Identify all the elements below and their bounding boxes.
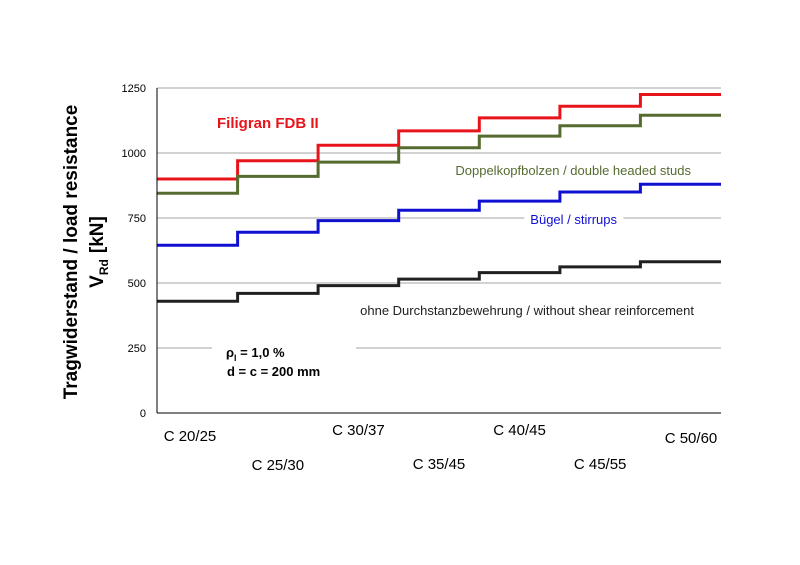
series-line [157,182,721,247]
annotation-background [212,340,356,382]
series-labels: Filigran FDB II Doppelkopfbolzen / double… [217,115,701,319]
annotation-rho-value: = 1,0 % [237,345,285,360]
series-label-background [449,162,698,179]
series-label: Doppelkopfbolzen / double headed studs [455,163,691,178]
series-label: ohne Durchstanzbewehrung / without shear… [360,303,694,318]
annotation-dc: d = c = 200 mm [227,364,320,379]
grid-lines [157,87,721,349]
series-line [157,260,721,303]
x-category-label: C 50/60 [665,430,718,447]
series-label: Bügel / stirrups [530,212,617,227]
x-category-label: C 20/25 [164,428,217,445]
y-tick-label: 1000 [122,148,146,160]
y-axis-title-line1: Tragwiderstand / load resistance [61,105,82,400]
y-tick-label: 0 [140,408,146,420]
y-axis-title-line2: VRd [kN] [87,216,111,288]
series-label-background [354,302,701,319]
x-category-label: C 40/45 [493,422,546,439]
annotation-rho-symbol: ρ [226,345,234,360]
y-tick-labels: 0 250 500 750 1000 1250 [122,83,146,420]
y-axis-unit: [kN] [87,216,108,253]
y-tick-label: 250 [128,343,146,355]
x-category-label: C 35/45 [413,456,466,473]
y-tick-label: 1250 [122,83,146,95]
y-axis-symbol-subscript: Rd [97,259,111,275]
x-category-labels: C 20/25 C 25/30 C 30/37 C 35/45 C 40/45 C 45/… [164,422,718,474]
series-line [157,113,721,195]
x-category-label: C 45/55 [574,456,627,473]
series-label: Filigran FDB II [217,115,319,132]
series-lines [157,93,721,303]
series-label-background [524,211,624,228]
annotation-box [212,340,356,382]
y-tick-label: 500 [128,278,146,290]
annotation-rho-subscript: l [234,353,237,363]
y-tick-label: 750 [128,213,146,225]
series-line [157,93,721,181]
x-category-label: C 30/37 [332,422,385,439]
x-category-label: C 25/30 [252,457,305,474]
y-axis-symbol: V [87,275,108,288]
axes [156,88,721,414]
annotation-rho: ρl = 1,0 % [226,345,285,363]
